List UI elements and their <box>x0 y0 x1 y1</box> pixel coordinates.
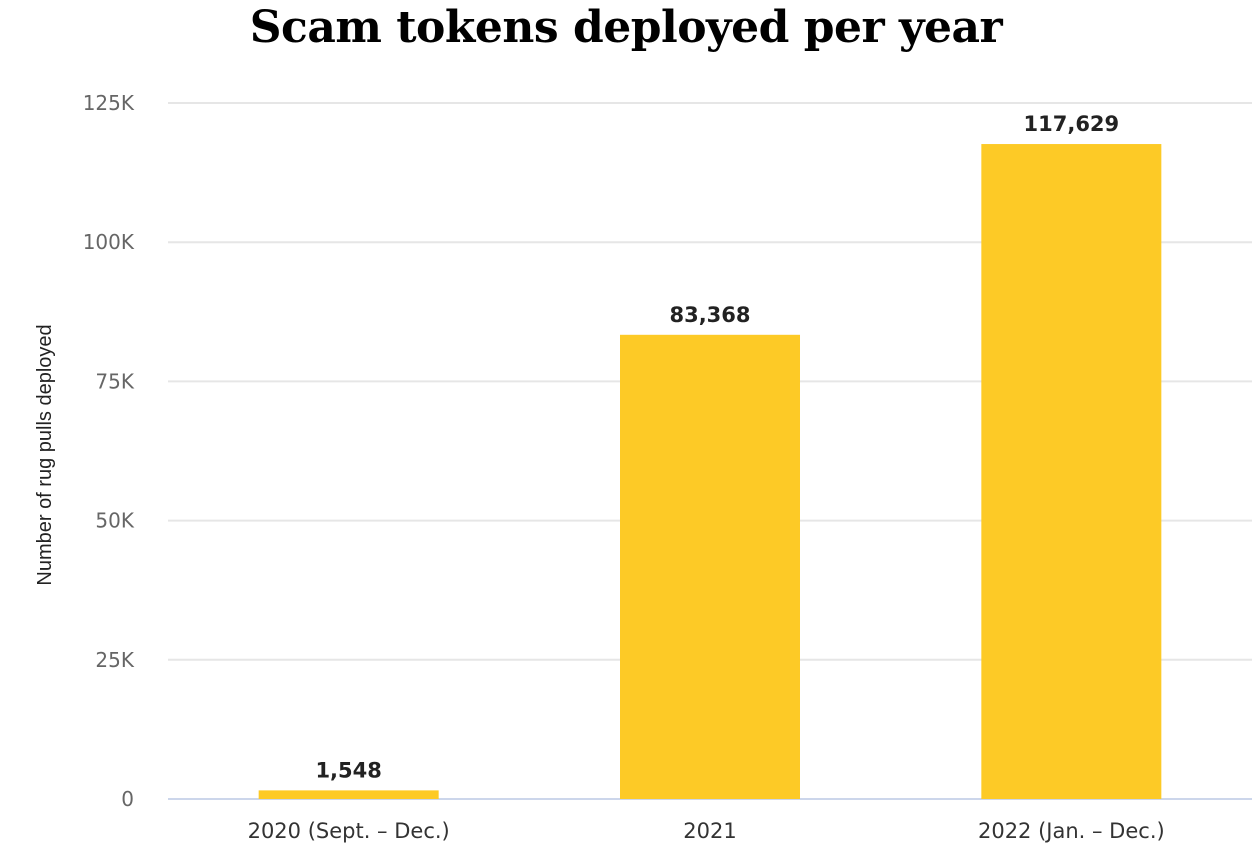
x-tick-label: 2021 <box>683 819 736 843</box>
y-tick-label: 75K <box>95 369 134 393</box>
bar <box>258 790 439 799</box>
y-tick-label: 25K <box>95 648 134 672</box>
y-axis-title: Number of rug pulls deployed <box>34 324 56 585</box>
y-tick-label: 0 <box>121 787 134 811</box>
data-label: 83,368 <box>669 303 750 327</box>
bars <box>258 144 1162 799</box>
x-tick-label: 2022 (Jan. – Dec.) <box>978 819 1165 843</box>
y-tick-label: 100K <box>83 230 135 254</box>
chart-title: Scam tokens deployed per year <box>249 2 1003 53</box>
data-label: 1,548 <box>315 758 381 782</box>
y-axis-ticks: 0 25K 50K 75K 100K 125K <box>83 91 135 811</box>
bar <box>620 334 800 799</box>
y-tick-label: 50K <box>95 509 134 533</box>
x-axis-ticks: 2020 (Sept. – Dec.) 2021 2022 (Jan. – Dec.… <box>248 819 1165 843</box>
y-tick-label: 125K <box>83 91 135 115</box>
data-labels: 1,548 83,368 117,629 <box>315 112 1119 782</box>
data-label: 117,629 <box>1024 112 1120 136</box>
bar <box>981 144 1162 799</box>
x-tick-label: 2020 (Sept. – Dec.) <box>248 819 450 843</box>
